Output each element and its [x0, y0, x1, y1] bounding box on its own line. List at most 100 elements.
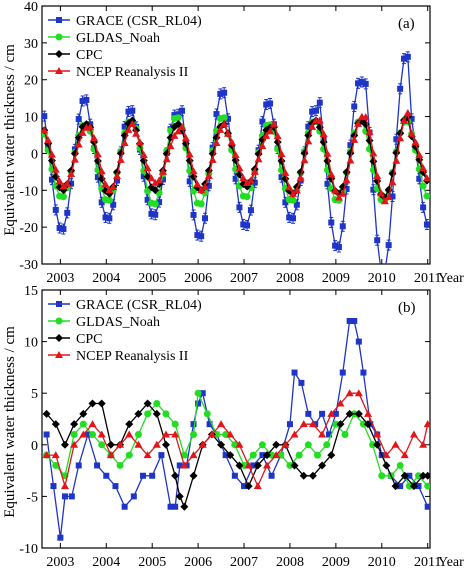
data-point-grace	[259, 118, 266, 125]
data-point-ncep	[42, 451, 51, 459]
data-point-gldas	[180, 451, 188, 459]
data-point-ncep	[170, 131, 179, 139]
data-point-grace	[332, 410, 339, 417]
data-point-gldas	[98, 441, 106, 449]
data-point-gldas	[378, 472, 386, 480]
data-point-grace	[202, 215, 209, 222]
data-point-ncep	[101, 180, 110, 188]
data-point-ncep	[308, 420, 317, 428]
data-point-ncep	[220, 120, 229, 128]
data-point-ncep	[60, 482, 69, 490]
data-point-grace	[183, 462, 190, 469]
legend-marker-cpc	[55, 334, 63, 342]
panel-label: (b)	[398, 300, 416, 316]
data-point-ncep	[253, 482, 262, 490]
data-point-ncep	[135, 138, 144, 146]
data-point-ncep	[79, 430, 88, 438]
data-point-grace	[351, 103, 358, 110]
data-point-ncep	[112, 172, 121, 180]
data-point-ncep	[63, 179, 72, 187]
data-point-grace	[332, 242, 339, 249]
data-point-grace	[198, 233, 205, 240]
data-point-grace	[305, 410, 312, 417]
data-point-grace	[339, 223, 346, 230]
data-point-ncep	[147, 174, 156, 182]
data-point-gldas	[162, 410, 170, 418]
data-point-ncep	[51, 451, 60, 459]
data-point-grace	[420, 204, 427, 211]
data-point-grace	[312, 107, 319, 114]
data-point-ncep	[180, 461, 189, 469]
data-point-gldas	[79, 420, 87, 428]
data-point-grace	[346, 317, 353, 324]
y-tick-label: 0	[31, 147, 38, 162]
data-point-grace	[406, 472, 413, 479]
data-point-grace	[351, 317, 358, 324]
data-point-grace	[355, 338, 362, 345]
data-point-gldas	[89, 430, 97, 438]
data-point-gldas	[144, 410, 152, 418]
data-point-grace	[172, 503, 179, 510]
data-point-ncep	[262, 461, 271, 469]
data-point-grace	[175, 111, 182, 118]
x-tick-label: 2003	[46, 271, 74, 286]
data-point-gldas	[286, 461, 294, 469]
data-point-grace	[316, 99, 323, 106]
data-point-gldas	[424, 482, 430, 490]
data-point-grace	[423, 221, 430, 228]
data-point-ncep	[174, 127, 183, 135]
data-point-cpc	[120, 131, 129, 140]
data-point-grace	[75, 462, 82, 469]
data-point-ncep	[78, 128, 87, 136]
data-point-grace	[358, 78, 365, 85]
data-point-gldas	[415, 472, 423, 480]
data-point-grace	[190, 421, 197, 428]
data-point-ncep	[42, 126, 49, 134]
data-point-grace	[324, 180, 331, 187]
data-point-cpc	[419, 471, 428, 480]
data-point-ncep	[365, 127, 374, 135]
data-point-grace	[250, 462, 257, 469]
data-point-cpc	[42, 409, 51, 418]
data-point-cpc	[244, 482, 253, 491]
data-point-gldas	[52, 461, 60, 469]
data-point-grace	[205, 182, 212, 189]
x-tick-label: 2008	[276, 555, 304, 568]
data-point-grace	[424, 503, 430, 510]
data-point-grace	[298, 379, 305, 386]
data-point-cpc	[382, 461, 391, 470]
panel-b: -10 -5 0 5 10 15 2003 2004 2005 2006 2007 2008 2009 2…	[19, 284, 441, 568]
data-point-cpc	[253, 461, 262, 470]
x-tick-label: 2003	[46, 555, 74, 568]
data-point-cpc	[290, 461, 299, 470]
y-tick-label: 30	[24, 37, 38, 52]
y-tick-label: 40	[24, 0, 38, 15]
legend-label-grace: GRACE (CSR_RL04)	[76, 298, 202, 313]
data-point-gldas	[323, 441, 331, 449]
data-point-ncep	[364, 409, 373, 417]
data-point-ncep	[304, 137, 313, 145]
data-point-grace	[56, 224, 63, 231]
data-point-gldas	[153, 400, 161, 408]
y-tick-label: 5	[31, 387, 38, 402]
data-point-grace	[374, 237, 381, 244]
data-point-ncep	[409, 430, 418, 438]
data-point-grace	[158, 452, 165, 459]
legend-marker-ncep	[55, 67, 63, 74]
data-point-grace	[312, 421, 319, 428]
data-point-gldas	[341, 430, 349, 438]
data-point-grace	[355, 80, 362, 87]
data-point-ncep	[396, 134, 405, 142]
data-point-grace	[213, 111, 220, 118]
data-point-ncep	[403, 109, 412, 117]
data-point-grace	[94, 462, 101, 469]
data-point-grace	[195, 400, 202, 407]
data-point-ncep	[181, 134, 190, 142]
data-point-ncep	[399, 116, 408, 124]
data-point-ncep	[143, 451, 152, 459]
data-point-cpc	[226, 451, 235, 460]
data-point-ncep	[134, 440, 143, 448]
data-point-grace	[231, 472, 238, 479]
data-point-grace	[64, 209, 71, 216]
